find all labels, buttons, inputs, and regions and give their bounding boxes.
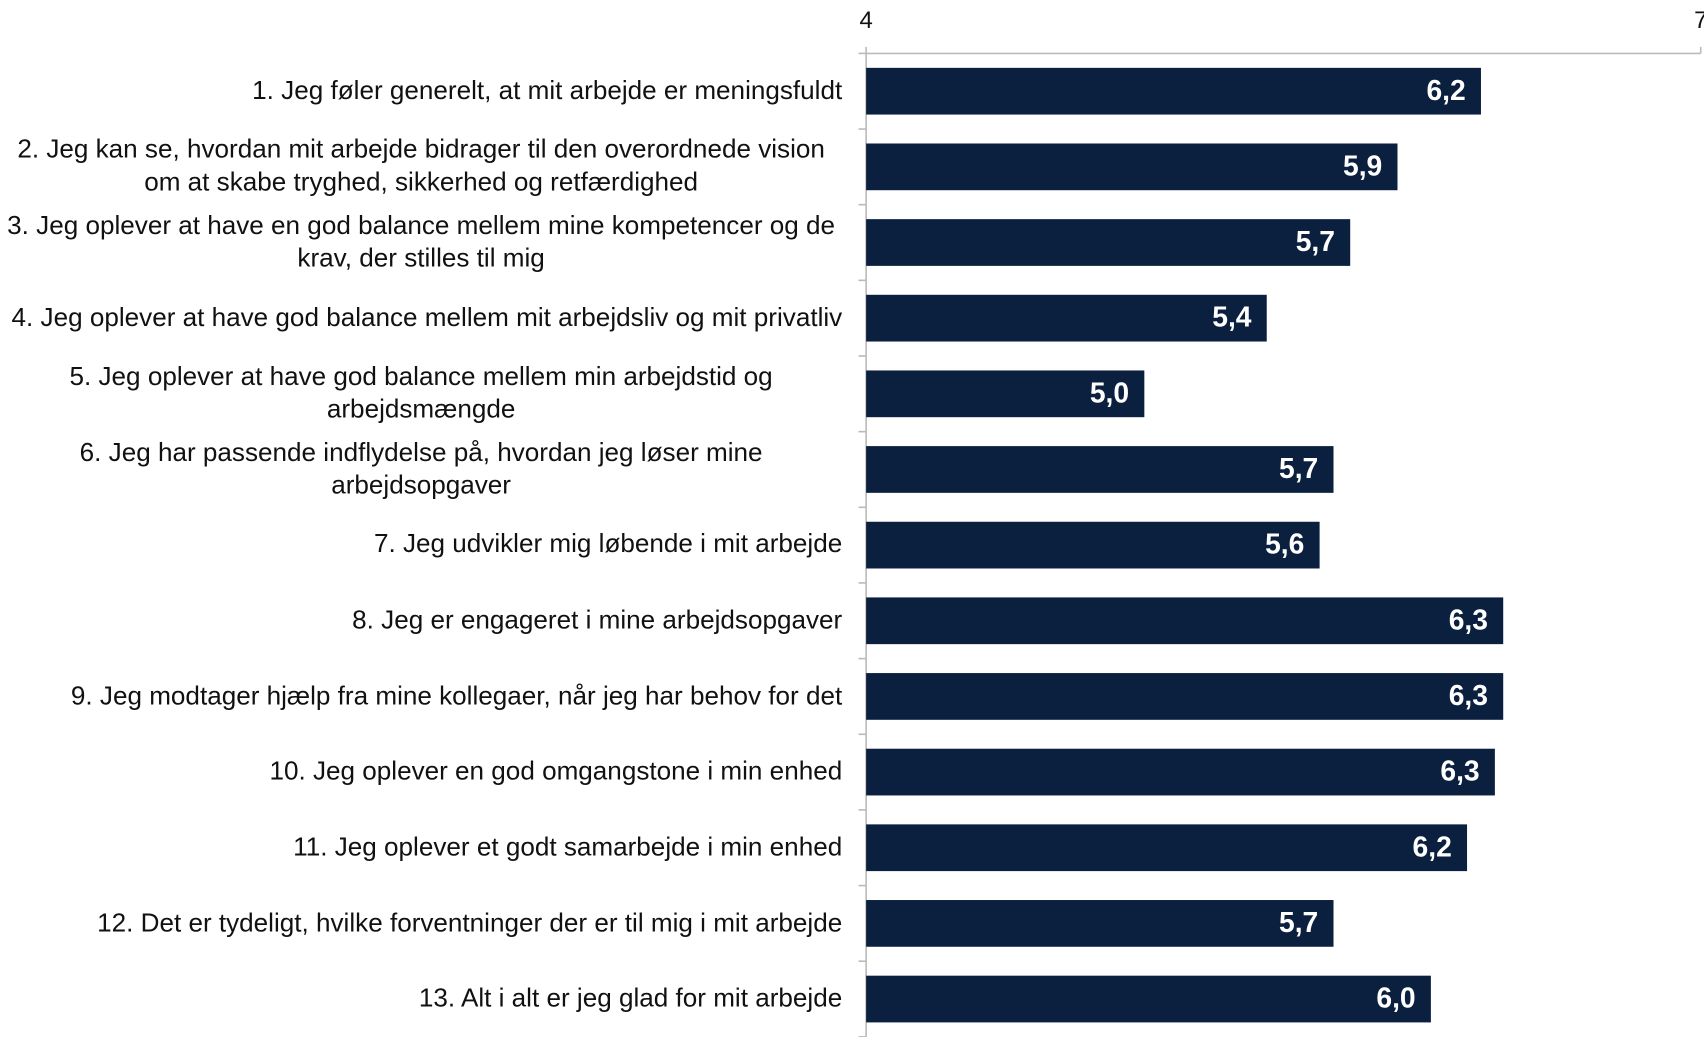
category-label-wrap: 8. Jeg er engageret i mine arbejdsopgave…	[0, 583, 842, 659]
y-tick-label: 4. Jeg oplever at have god balance melle…	[11, 302, 843, 333]
category-label-wrap: 3. Jeg oplever at have en god balance me…	[0, 205, 842, 281]
category-label-box: 13. Alt i alt er jeg glad for mit arbejd…	[0, 961, 842, 1037]
category-label-box: 10. Jeg oplever en god omgangstone i min…	[0, 734, 842, 810]
category-label-wrap: 7. Jeg udvikler mig løbende i mit arbejd…	[0, 507, 842, 583]
y-tick-label: 6. Jeg har passende indflydelse på, hvor…	[79, 437, 763, 500]
value-label: 6,3	[1449, 679, 1488, 711]
bar	[866, 597, 1504, 645]
y-tick-label: 8. Jeg er engageret i mine arbejdsopgave…	[352, 605, 843, 635]
y-tick-label: 7. Jeg udvikler mig løbende i mit arbejd…	[373, 529, 843, 560]
y-tick-label: 9. Jeg modtager hjælp fra mine kollegaer…	[70, 681, 843, 711]
x-tick-label: 4	[859, 7, 872, 34]
bar	[866, 673, 1504, 720]
value-label: 5,7	[1279, 906, 1318, 938]
category-label-box: 1. Jeg føler generelt, at mit arbejde er…	[0, 53, 842, 129]
bar	[866, 370, 1145, 418]
category-label-wrap: 11. Jeg oplever et godt samarbejde i min…	[0, 810, 842, 886]
category-label-wrap: 4. Jeg oplever at have god balance melle…	[0, 280, 843, 356]
category-label-wrap: 5. Jeg oplever at have god balance melle…	[0, 356, 842, 432]
y-tick-label: 2. Jeg kan se, hvordan mit arbejde bidra…	[17, 135, 825, 198]
value-label: 5,9	[1343, 149, 1382, 181]
value-label: 6,0	[1376, 982, 1415, 1014]
x-tick-label: 7	[1694, 7, 1704, 34]
bar	[866, 975, 1431, 1023]
y-tick-label: 5. Jeg oplever at have god balance melle…	[69, 362, 773, 425]
y-tick-label: 13. Alt i alt er jeg glad for mit arbejd…	[418, 983, 843, 1014]
category-label-box: 4. Jeg oplever at have god balance melle…	[0, 280, 843, 356]
value-label: 5,0	[1090, 376, 1129, 408]
category-label-box: 7. Jeg udvikler mig løbende i mit arbejd…	[0, 507, 842, 583]
category-label-box: 3. Jeg oplever at have en god balance me…	[0, 205, 842, 281]
category-label-wrap: 9. Jeg modtager hjælp fra mine kollegaer…	[0, 659, 842, 735]
category-label-wrap: 1. Jeg føler generelt, at mit arbejde er…	[0, 53, 842, 129]
category-label-wrap: 10. Jeg oplever en god omgangstone i min…	[0, 734, 842, 810]
y-tick-label: 1. Jeg føler generelt, at mit arbejde er…	[252, 75, 843, 106]
value-label: 6,2	[1413, 830, 1452, 862]
value-label: 5,7	[1296, 225, 1335, 257]
y-tick-label: 12. Det er tydeligt, hvilke forventninge…	[97, 908, 843, 938]
y-tick-label: 11. Jeg oplever et godt samarbejde i min…	[293, 832, 843, 862]
category-label-wrap: 13. Alt i alt er jeg glad for mit arbejd…	[0, 961, 842, 1037]
category-label-box: 8. Jeg er engageret i mine arbejdsopgave…	[0, 583, 842, 659]
bar	[866, 824, 1468, 872]
category-label-box: 12. Det er tydeligt, hvilke forventninge…	[0, 886, 842, 962]
category-label-wrap: 6. Jeg har passende indflydelse på, hvor…	[0, 432, 842, 508]
bar	[866, 67, 1481, 115]
category-label-box: 11. Jeg oplever et godt samarbejde i min…	[0, 810, 842, 886]
bar	[866, 219, 1351, 266]
bar	[866, 900, 1334, 947]
value-label: 5,7	[1279, 452, 1318, 484]
bar	[866, 748, 1495, 796]
category-label-box: 6. Jeg har passende indflydelse på, hvor…	[0, 432, 842, 508]
value-label: 6,2	[1426, 74, 1465, 106]
bar	[866, 294, 1267, 342]
value-label: 6,3	[1440, 755, 1479, 787]
category-label-wrap: 12. Det er tydeligt, hvilke forventninge…	[0, 886, 842, 962]
value-label: 5,4	[1212, 301, 1252, 333]
y-tick-label: 10. Jeg oplever en god omgangstone i min…	[269, 756, 843, 787]
category-label-box: 5. Jeg oplever at have god balance melle…	[0, 356, 842, 432]
bar	[866, 446, 1334, 493]
category-label-box: 2. Jeg kan se, hvordan mit arbejde bidra…	[0, 129, 842, 205]
value-label: 5,6	[1265, 528, 1304, 560]
category-label-box: 9. Jeg modtager hjælp fra mine kollegaer…	[0, 659, 842, 735]
value-label: 6,3	[1449, 603, 1488, 635]
y-tick-label: 3. Jeg oplever at have en god balance me…	[7, 210, 836, 273]
category-label-wrap: 2. Jeg kan se, hvordan mit arbejde bidra…	[0, 129, 842, 205]
bar	[866, 143, 1398, 191]
bar	[866, 521, 1320, 569]
